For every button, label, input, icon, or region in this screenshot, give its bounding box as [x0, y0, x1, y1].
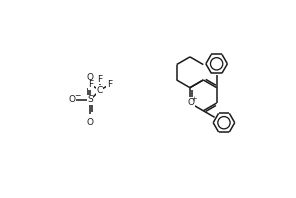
Text: F: F — [107, 80, 112, 89]
Text: +: + — [192, 96, 197, 102]
Text: O: O — [87, 73, 94, 82]
Text: −: − — [74, 91, 80, 100]
Text: O: O — [187, 98, 194, 107]
Text: S: S — [87, 95, 93, 105]
Text: O: O — [87, 118, 94, 127]
Text: C: C — [97, 86, 103, 95]
Text: F: F — [88, 80, 93, 89]
Text: O: O — [69, 95, 76, 105]
Text: F: F — [97, 75, 102, 84]
